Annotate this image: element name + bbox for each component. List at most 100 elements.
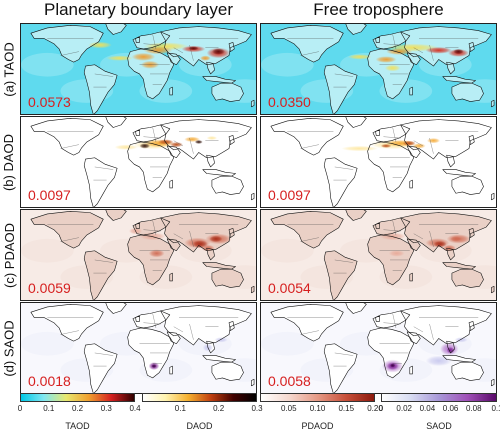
aerosol-field [148, 337, 228, 371]
aerosol-hotspot [375, 56, 397, 63]
land-indochina [446, 155, 455, 167]
land-uk [375, 130, 380, 136]
land-asia [160, 212, 252, 253]
colorbar-title: DAOD [186, 421, 213, 431]
land-madagascar [169, 180, 173, 188]
colorbar-tick-label: 0.04 [419, 404, 436, 413]
aerosol-hotspot [88, 41, 112, 49]
land-south_america [324, 64, 358, 114]
land-indochina [206, 62, 215, 74]
colorbar-tick-label: 0.02 [396, 404, 412, 413]
world-map [21, 117, 256, 207]
aerosol-field [347, 43, 470, 72]
land-madagascar [409, 273, 413, 281]
row-label: (c) PDAOD [0, 209, 18, 301]
aerosol-hotspot [209, 235, 223, 243]
land-australia [451, 176, 484, 195]
colorbar-tick-label: 0.1 [174, 404, 186, 413]
land-madagascar [409, 366, 413, 374]
land-uk [135, 37, 140, 43]
colorbar-tick-label: 0.1 [43, 404, 55, 413]
land-uk [375, 316, 380, 322]
land-asia [400, 26, 492, 67]
land-nz [491, 379, 495, 386]
aerosol-hotspot [412, 143, 426, 149]
land-europe [132, 310, 170, 328]
colorbar-daod [142, 393, 257, 402]
land-north_america [270, 25, 344, 63]
land-indonesia [202, 262, 236, 270]
land-asia [400, 119, 492, 160]
land-europe [372, 124, 410, 142]
land-indonesia [202, 76, 236, 84]
land-asia [400, 305, 492, 346]
land-indonesia [442, 355, 476, 363]
world-map [21, 24, 256, 114]
aerosol-hotspot [453, 48, 464, 55]
map-panel-daod-ft: 0.0097 [260, 116, 497, 208]
aerosol-hotspot [131, 52, 156, 61]
colorbar-tick-label: 0.05 [280, 404, 297, 413]
land-indonesia [442, 169, 476, 177]
aerosol-hotspot [380, 143, 392, 148]
land-europe [132, 124, 170, 142]
world-map [21, 210, 256, 300]
land-north_america [30, 118, 104, 156]
coastlines [30, 117, 255, 207]
colorbar-tick-label: 0.10 [309, 404, 326, 413]
aerosol-field [88, 41, 231, 69]
row-label-text: (c) PDAOD [1, 222, 17, 288]
aerosol-hotspot [106, 55, 133, 61]
column-title-pbl: Planetary boundary layer [43, 0, 233, 19]
world-map [261, 24, 496, 114]
land-uk [135, 223, 140, 229]
aerosol-field [382, 337, 468, 373]
aerosol-hotspot [169, 141, 183, 148]
land-indochina [206, 155, 215, 167]
land-nz [491, 100, 495, 107]
aerosol-hotspot [188, 46, 199, 51]
aerosol-hotspot [388, 250, 405, 257]
coastlines [30, 210, 255, 300]
row-label: (b) DAOD [0, 116, 18, 208]
global-mean-value: 0.0059 [28, 280, 71, 296]
world-map [261, 117, 496, 207]
land-nz [491, 193, 495, 200]
world-map [261, 210, 496, 300]
aerosol-hotspot [450, 236, 462, 242]
land-indochina [446, 62, 455, 74]
land-uk [375, 37, 380, 43]
land-uk [375, 223, 380, 229]
map-panel-pdaod-ft: 0.0054 [260, 209, 497, 301]
land-madagascar [409, 87, 413, 95]
land-nz [491, 286, 495, 293]
land-asia [160, 119, 252, 160]
colorbar-tick-label: 0 [378, 404, 384, 413]
land-europe [132, 31, 170, 49]
continents [30, 303, 255, 393]
aerosol-field [341, 138, 441, 152]
row-label: (a) TAOD [0, 23, 18, 115]
aerosol-hotspot [151, 364, 157, 369]
colorbar-title: SAOD [426, 421, 452, 431]
land-nz [251, 193, 255, 200]
land-south_america [84, 64, 118, 114]
colorbar-title: PDAOD [301, 421, 334, 431]
colorbar-tick-label: 0.15 [338, 404, 355, 413]
land-north_america [30, 304, 104, 342]
row-label-text: (a) TAOD [1, 41, 17, 97]
land-north_america [30, 211, 104, 249]
aerosol-hotspot [384, 64, 401, 72]
land-europe [132, 217, 170, 235]
global-mean-value: 0.0350 [268, 94, 311, 110]
coastlines [270, 117, 495, 207]
land-australia [451, 269, 484, 288]
land-australia [211, 176, 244, 195]
land-europe [372, 310, 410, 328]
aerosol-hotspot [425, 355, 452, 367]
aerosol-hotspot [139, 143, 151, 149]
land-asia [160, 305, 252, 346]
aerosol-hotspot [148, 249, 165, 258]
colorbar-tick-label: 0.1 [491, 404, 500, 413]
global-mean-value: 0.0097 [268, 187, 311, 203]
